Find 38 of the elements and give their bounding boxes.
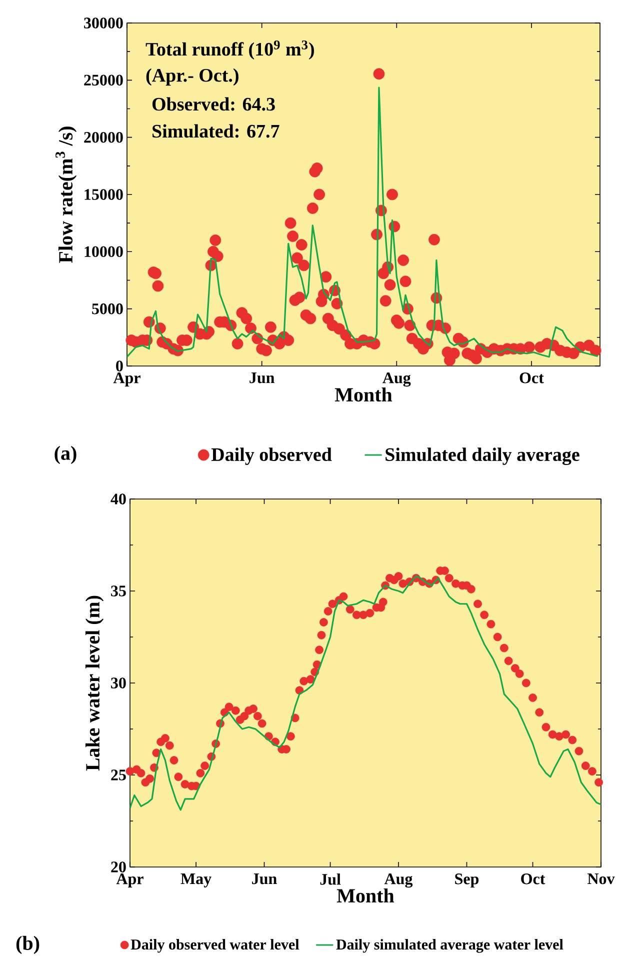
y-tick-label: 35 xyxy=(111,586,126,596)
y-tick-label: 30 xyxy=(111,678,126,688)
legend-label: Daily simulated average water level xyxy=(336,939,564,953)
annotation: Observed: 64.3 xyxy=(152,97,275,111)
annotation: Simulated: 67.7 xyxy=(152,124,280,138)
y-tick-label: 5000 xyxy=(92,303,123,314)
legend-label: Daily observed water level xyxy=(130,939,300,953)
x-axis-title: Month xyxy=(336,888,394,903)
y-axis-title: Lake water level (m) xyxy=(85,596,104,771)
x-tick-label: Oct xyxy=(521,874,546,884)
x-tick-label: Aug xyxy=(382,372,411,387)
legend-label: Simulated daily average xyxy=(386,448,580,466)
y-tick-label: 20000 xyxy=(84,132,123,143)
y-axis-title: Flow rate(m$^{3}$ /s) xyxy=(56,126,77,263)
annotation: (Apr.- Oct.) xyxy=(146,68,238,86)
x-axis-title: Month xyxy=(334,387,392,402)
y-tick-label: 25000 xyxy=(84,74,123,86)
y-tick-label: 0 xyxy=(116,360,123,372)
x-tick-label: Nov xyxy=(588,874,615,884)
y-tick-label: 30000 xyxy=(84,18,123,28)
y-tick-label: 40 xyxy=(110,494,126,504)
x-tick-label: Sep xyxy=(455,874,479,888)
text: (a) xyxy=(54,446,76,464)
x-tick-label: Aug xyxy=(384,874,413,888)
y-tick-label: 25 xyxy=(111,770,126,780)
y-tick-label: 20 xyxy=(111,862,126,872)
x-tick-label: Apr xyxy=(116,874,144,888)
x-tick-label: Apr xyxy=(113,372,140,386)
x-tick-label: Jul xyxy=(320,874,341,885)
x-tick-label: Jun xyxy=(250,372,274,384)
y-tick-label: 15000 xyxy=(84,189,123,200)
y-tick-label: 10000 xyxy=(84,246,123,258)
annotation: Total runoff (10$^{9}$ m$^{3}$) xyxy=(146,40,314,60)
x-tick-label: Jun xyxy=(252,874,277,884)
text: (b) xyxy=(16,936,40,954)
x-tick-label: May xyxy=(180,874,212,888)
legend-label: Daily observed xyxy=(211,448,332,465)
x-tick-label: Oct xyxy=(520,372,544,384)
